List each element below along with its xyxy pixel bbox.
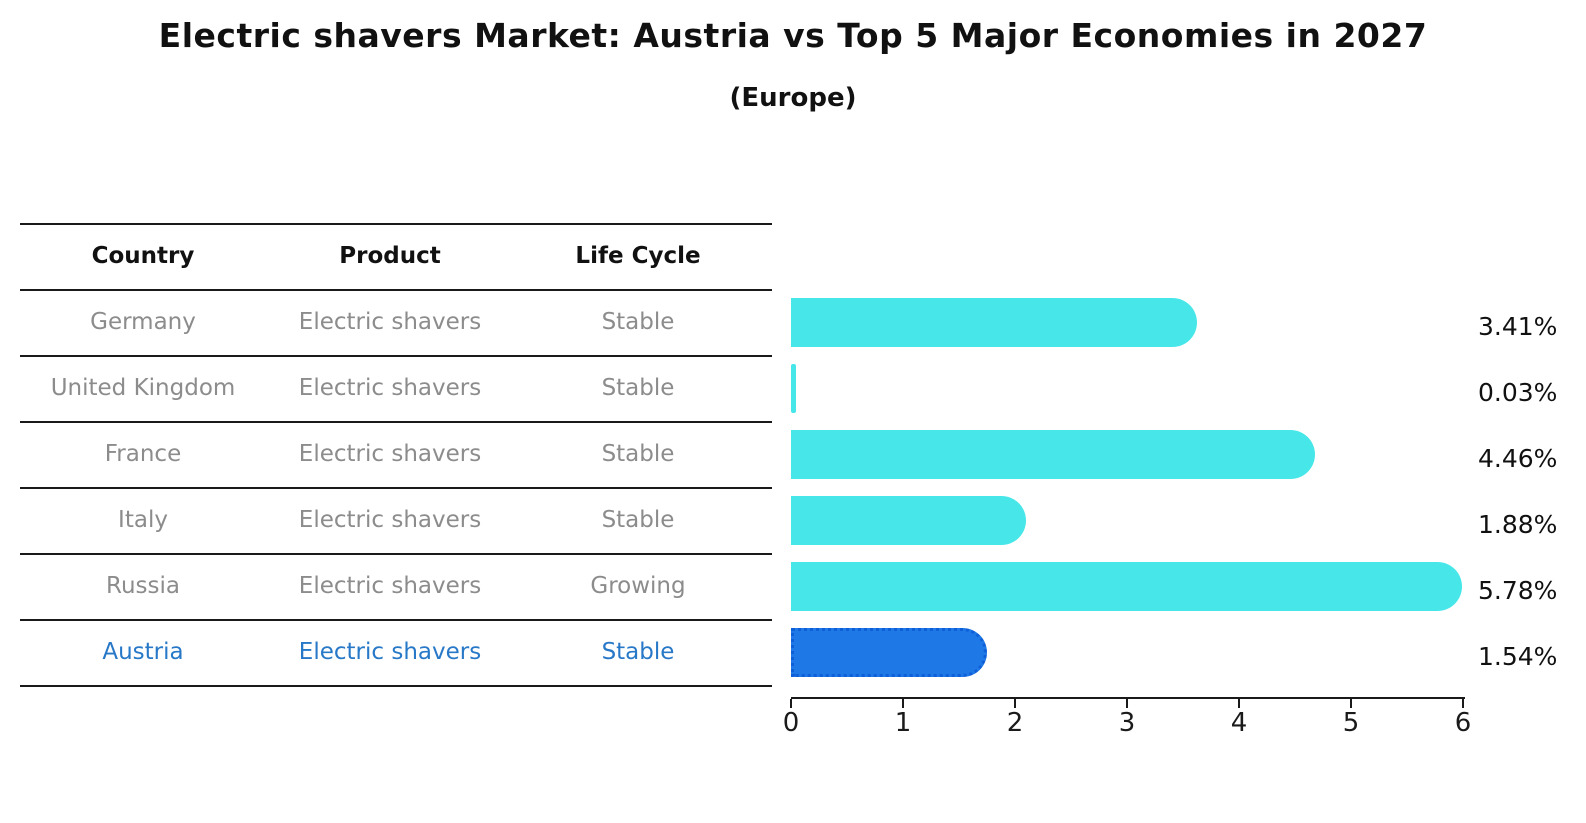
table-row-united-kingdom: United Kingdom Electric shavers Stable bbox=[20, 355, 762, 421]
column-header-life-cycle: Life Cycle bbox=[575, 243, 701, 269]
table-rule bbox=[20, 289, 772, 291]
value-label-united-kingdom: 0.03% bbox=[1478, 378, 1558, 407]
x-tick-label: 2 bbox=[1006, 708, 1024, 738]
table-rule bbox=[20, 223, 772, 225]
table-rule bbox=[20, 487, 772, 489]
cell-life-cycle: Stable bbox=[601, 441, 675, 467]
x-tick bbox=[790, 699, 792, 708]
table-row-italy: Italy Electric shavers Stable bbox=[20, 487, 762, 553]
chart-subtitle: (Europe) bbox=[729, 83, 857, 113]
cell-country: Germany bbox=[90, 309, 196, 335]
x-tick-label: 0 bbox=[782, 708, 800, 738]
cell-product: Electric shavers bbox=[298, 375, 482, 401]
table-row-russia: Russia Electric shavers Growing bbox=[20, 553, 762, 619]
value-label-italy: 1.88% bbox=[1478, 510, 1558, 539]
cell-country: France bbox=[104, 441, 182, 467]
x-tick bbox=[1350, 699, 1352, 708]
cell-product: Electric shavers bbox=[298, 441, 482, 467]
x-tick-label: 3 bbox=[1118, 708, 1136, 738]
table-rule bbox=[20, 685, 772, 687]
cell-life-cycle: Stable bbox=[601, 309, 675, 335]
cell-product: Electric shavers bbox=[298, 639, 482, 665]
column-header-country: Country bbox=[91, 243, 195, 269]
table-rule bbox=[20, 421, 772, 423]
table-rule bbox=[20, 553, 772, 555]
cell-life-cycle: Stable bbox=[601, 375, 675, 401]
cell-life-cycle: Stable bbox=[601, 639, 675, 665]
table-header-row: Country Product Life Cycle bbox=[20, 223, 762, 289]
x-tick bbox=[1126, 699, 1128, 708]
x-tick-label: 1 bbox=[894, 708, 912, 738]
x-tick-label: 5 bbox=[1342, 708, 1360, 738]
x-tick bbox=[902, 699, 904, 708]
value-label-russia: 5.78% bbox=[1478, 576, 1558, 605]
value-label-france: 4.46% bbox=[1478, 444, 1558, 473]
cell-product: Electric shavers bbox=[298, 309, 482, 335]
value-label-germany: 3.41% bbox=[1478, 312, 1558, 341]
bar-united-kingdom bbox=[791, 364, 796, 413]
cell-product: Electric shavers bbox=[298, 573, 482, 599]
cell-country: Italy bbox=[118, 507, 168, 533]
table-rule bbox=[20, 355, 772, 357]
bar-germany bbox=[791, 298, 1197, 347]
cell-life-cycle: Growing bbox=[590, 573, 686, 599]
x-tick bbox=[1462, 699, 1464, 708]
table-row-germany: Germany Electric shavers Stable bbox=[20, 289, 762, 355]
table-rule bbox=[20, 619, 772, 621]
x-tick-label: 4 bbox=[1230, 708, 1248, 738]
column-header-product: Product bbox=[339, 243, 441, 269]
table-row-france: France Electric shavers Stable bbox=[20, 421, 762, 487]
x-tick bbox=[1238, 699, 1240, 708]
chart-title: Electric shavers Market: Austria vs Top … bbox=[158, 16, 1428, 55]
value-label-austria: 1.54% bbox=[1478, 642, 1558, 671]
bar-austria bbox=[791, 628, 987, 677]
cell-country: United Kingdom bbox=[50, 375, 236, 401]
x-tick bbox=[1014, 699, 1016, 708]
bar-russia bbox=[791, 562, 1462, 611]
cell-life-cycle: Stable bbox=[601, 507, 675, 533]
cell-country: Austria bbox=[102, 639, 184, 665]
bar-france bbox=[791, 430, 1315, 479]
cell-product: Electric shavers bbox=[298, 507, 482, 533]
bar-italy bbox=[791, 496, 1026, 545]
table-row-austria: Austria Electric shavers Stable bbox=[20, 619, 762, 685]
cell-country: Russia bbox=[106, 573, 180, 599]
x-axis-line bbox=[791, 697, 1465, 699]
x-tick-label: 6 bbox=[1454, 708, 1472, 738]
